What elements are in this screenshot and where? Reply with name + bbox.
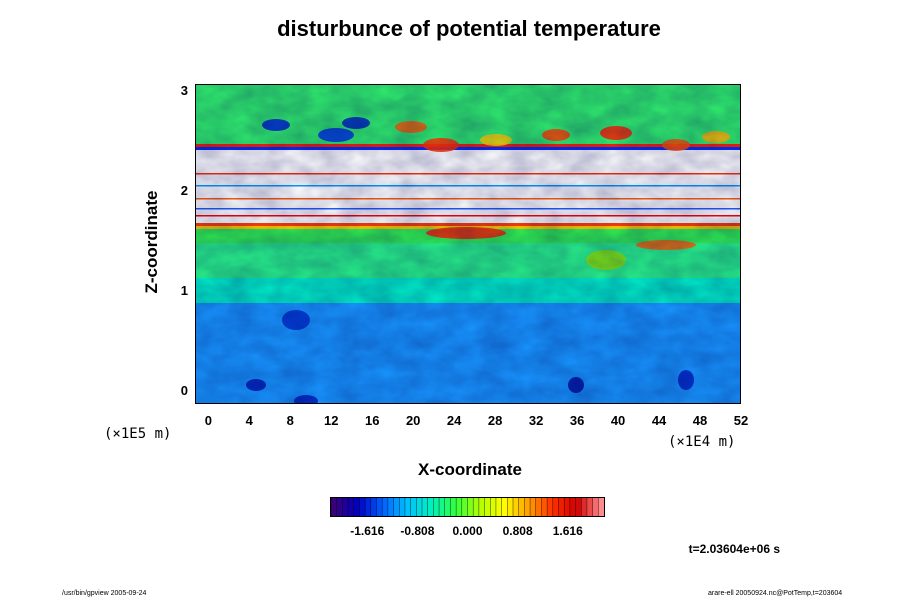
y-axis-unit: (×1E5 m): [104, 426, 172, 442]
colorbar-swatch: [336, 498, 343, 516]
colorbar-swatch: [433, 498, 440, 516]
x-tick-label: 40: [610, 413, 626, 428]
colorbar-swatch: [376, 498, 383, 516]
colorbar-swatch: [422, 498, 429, 516]
colorbar-swatch: [359, 498, 366, 516]
chart-title: disturbunce of potential temperature: [277, 16, 661, 41]
potential-temperature-field: [196, 85, 740, 403]
time-annotation: t=2.03604e+06 s: [688, 542, 780, 556]
x-tick-label: 52: [733, 413, 749, 428]
colorbar-swatch: [513, 498, 520, 516]
colorbar-tick-label: 0.000: [452, 524, 483, 538]
colorbar-swatch: [490, 498, 497, 516]
x-tick-label: 16: [364, 413, 380, 428]
colorbar-swatch: [552, 498, 559, 516]
colorbar-swatch: [365, 498, 372, 516]
colorbar-tick-label: -1.616: [350, 524, 385, 538]
colorbar-swatch: [495, 498, 503, 516]
colorbar-swatch: [353, 498, 360, 516]
colorbar-swatch: [518, 498, 525, 516]
colorbar-swatch: [456, 498, 463, 516]
colorbar-swatch: [478, 498, 486, 516]
colorbar-swatch: [598, 498, 604, 516]
colorbar-swatch: [461, 498, 468, 516]
colorbar-swatch: [581, 498, 588, 516]
colorbar-swatch: [467, 498, 474, 516]
colorbar-swatch: [416, 498, 423, 516]
plot-area: [195, 84, 741, 404]
x-tick-label: 48: [692, 413, 708, 428]
y-tick-label: 2: [180, 183, 188, 198]
footer-source: arare-ell 20050924.nc@PotTemp,t=203604: [708, 590, 843, 597]
colorbar-swatch: [331, 498, 338, 516]
footer-command: /usr/bin/gpview 2005-09-24: [62, 590, 147, 597]
x-tick-label: 12: [324, 413, 339, 428]
colorbar-swatch: [592, 498, 599, 516]
y-tick-label: 1: [180, 283, 188, 298]
x-tick-label: 20: [405, 413, 421, 428]
x-tick-label: 0: [204, 413, 212, 428]
colorbar-swatch: [501, 498, 508, 516]
heatmap-plot: [196, 85, 740, 403]
colorbar-tick-label: 0.808: [502, 524, 533, 538]
colorbar-tick-label: 1.616: [552, 524, 583, 538]
colorbar-swatch: [393, 498, 400, 516]
colorbar-swatch: [473, 498, 480, 516]
x-tick-label: 8: [286, 413, 294, 428]
colorbar-swatch: [439, 498, 446, 516]
x-tick-label: 24: [446, 413, 462, 428]
colorbar-swatch: [387, 498, 395, 516]
x-tick-label: 4: [245, 413, 253, 428]
colorbar-swatch: [541, 498, 548, 516]
y-tick-label: 3: [180, 83, 188, 98]
colorbar-swatch: [558, 498, 565, 516]
colorbar-swatch: [348, 498, 355, 516]
colorbar-swatch: [370, 498, 377, 516]
colorbar-swatch: [427, 498, 434, 516]
colorbar-swatch: [507, 498, 514, 516]
colorbar-swatch: [484, 498, 491, 516]
x-tick-label: 28: [487, 413, 503, 428]
colorbar-swatch: [404, 498, 412, 516]
colorbar-swatch: [535, 498, 542, 516]
colorbar: [330, 497, 605, 517]
colorbar-swatch: [444, 498, 451, 516]
colorbar-swatch: [530, 498, 537, 516]
x-axis-label: X-coordinate: [418, 460, 522, 479]
colorbar-swatch: [410, 498, 417, 516]
colorbar-scale: [331, 498, 604, 516]
colorbar-swatch: [342, 498, 349, 516]
colorbar-swatch: [569, 498, 577, 516]
y-axis-label: Z-coordinate: [142, 190, 161, 294]
texture-overlay: [196, 85, 740, 403]
colorbar-swatch: [586, 498, 594, 516]
x-tick-label: 44: [651, 413, 667, 428]
colorbar-tick-label: -0.808: [400, 524, 435, 538]
x-tick-label: 36: [569, 413, 585, 428]
y-tick-label: 0: [180, 383, 188, 398]
colorbar-swatch: [575, 498, 582, 516]
colorbar-swatch: [547, 498, 554, 516]
colorbar-swatch: [524, 498, 531, 516]
x-tick-label: 32: [528, 413, 544, 428]
x-axis-unit: (×1E4 m): [668, 434, 736, 450]
colorbar-swatch: [564, 498, 571, 516]
colorbar-swatch: [399, 498, 406, 516]
colorbar-swatch: [450, 498, 457, 516]
colorbar-swatch: [382, 498, 389, 516]
